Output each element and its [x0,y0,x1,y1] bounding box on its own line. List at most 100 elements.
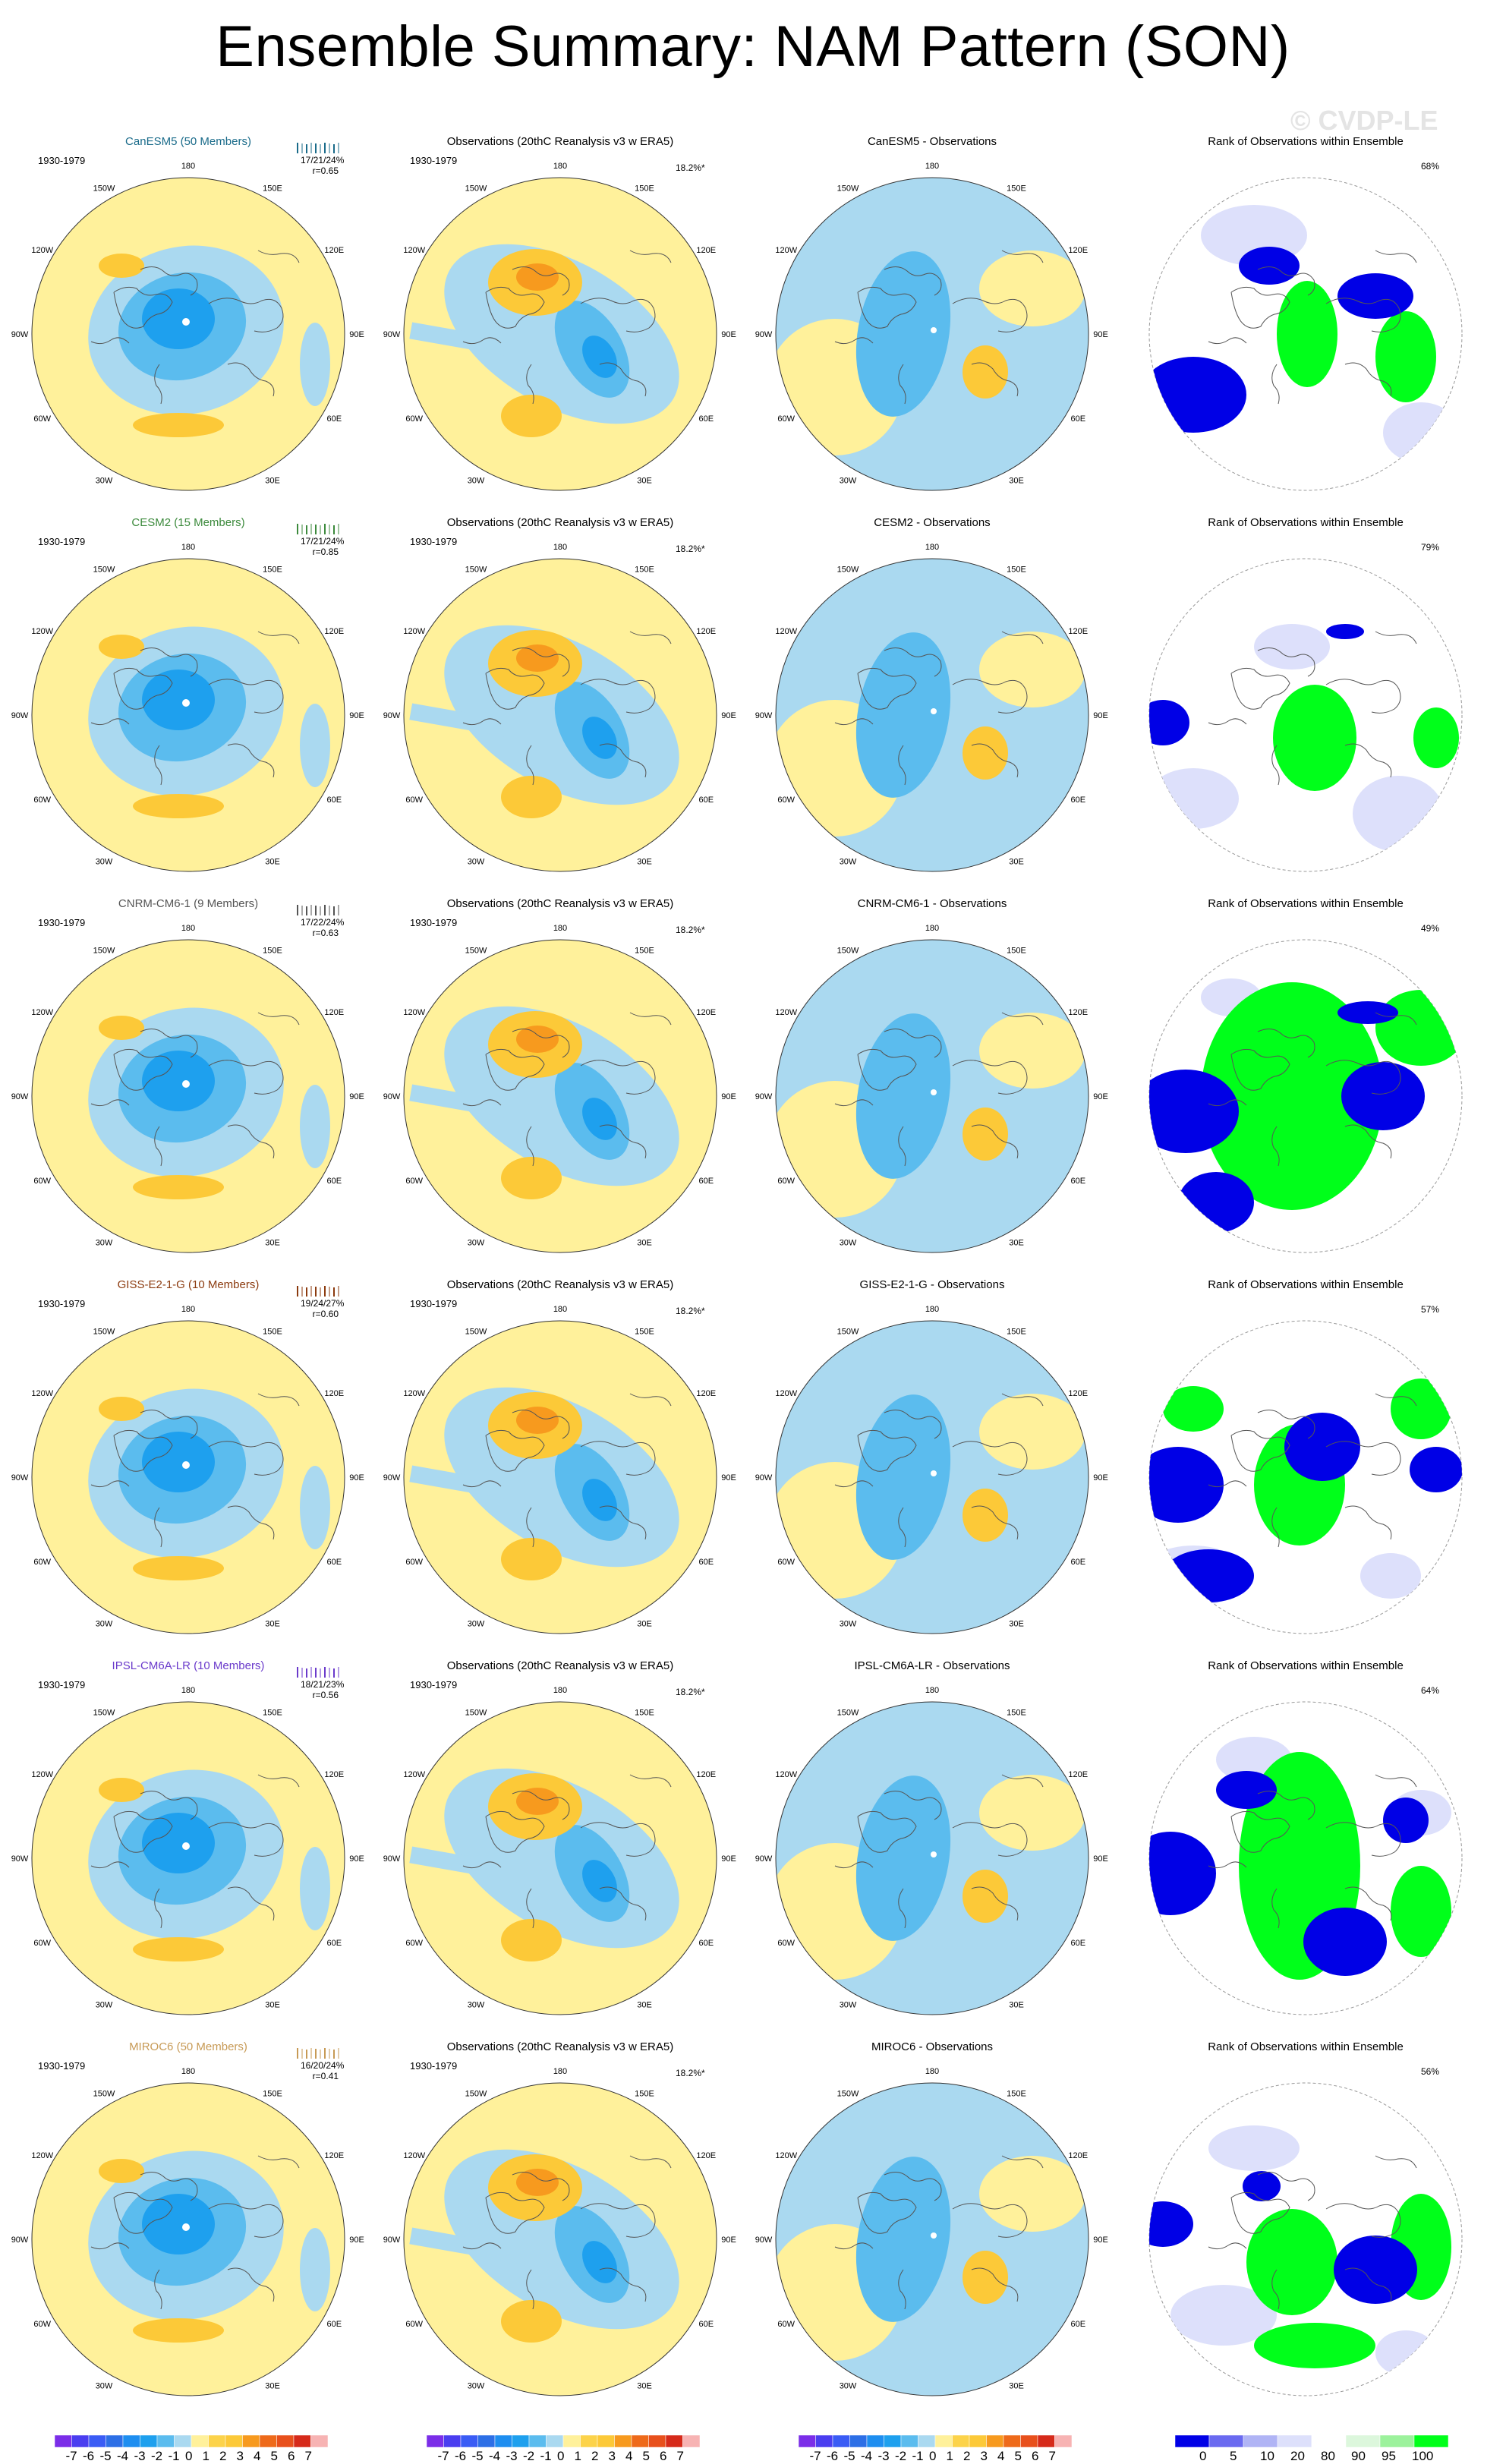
longitude-label: 150W [465,1328,487,1337]
longitude-label: 90W [755,711,773,720]
map-outline [775,558,1089,872]
colorbar-tick-label: 7 [1048,2449,1056,2463]
longitude-label: 90W [383,1854,401,1864]
colorbar-tick-label: 0 [557,2449,565,2463]
rank-high-region [1201,982,1383,1210]
difference-map: 180150E120E90E60E30E030W60W90W120W150W [755,924,1108,1253]
longitude-label: 90E [349,1473,364,1482]
longitude-label: 60W [777,796,795,805]
negative-anomaly-core [582,336,617,378]
observed-explained-variance: 18.2%* [676,162,705,173]
longitude-label: 120E [696,246,716,255]
rank-percentage: 68% [1421,161,1440,172]
longitude-label: 60E [698,2320,714,2329]
colorbar-tick-label: -3 [506,2449,518,2463]
longitude-label: 60E [326,796,342,805]
longitude-label: 150E [635,1709,654,1718]
colorbar-tick-label: -7 [65,2449,77,2463]
longitude-label: 30W [468,2381,485,2390]
longitude-label: 150E [263,1328,282,1337]
longitude-label: 30E [1009,857,1024,866]
colorbar-tick-label: 4 [625,2449,633,2463]
coastline [1208,1012,1417,1167]
rank-low-region [1326,624,1364,639]
longitude-label: 90E [349,2236,364,2245]
period-label: 1930-1979 [410,2060,458,2072]
longitude-label: 120E [324,627,344,636]
page-title: Ensemble Summary: NAM Pattern (SON) [216,14,1290,79]
observations-map: 180150E120E90E60E30E030W60W90W120W150W [383,1686,736,2015]
pattern-correlation: r=0.85 [312,547,339,557]
positive-anomaly-core [516,2169,559,2196]
colorbar-tick-label: -1 [540,2449,552,2463]
positive-anomaly-region [963,1870,1008,1923]
longitude-label: 150W [93,566,115,575]
negative-anomaly-core [142,1432,215,1492]
colorbar-tick-label: 6 [660,2449,667,2463]
longitude-label: 180 [553,162,567,171]
rank-low-region [1337,273,1413,319]
longitude-label: 90E [1093,1473,1108,1482]
rank-low-region [1149,700,1189,745]
positive-anomaly-region [963,1489,1008,1542]
positive-anomaly-region [99,1778,144,1802]
period-label: 1930-1979 [38,917,86,928]
pole-marker [931,708,937,714]
rank-high-region [1163,1386,1224,1432]
longitude-label: 120E [324,1770,344,1779]
longitude-label: 30W [468,1619,485,1628]
pole-marker [182,1080,190,1088]
observations-panel: 180150E120E90E60E30E030W60W90W120W150WOb… [372,1638,748,2018]
coastline [462,1012,672,1167]
longitude-label: 60W [777,1177,795,1186]
positive-anomaly-region [501,395,562,437]
colorbar-tick-label: 7 [304,2449,312,2463]
coastline [90,250,300,405]
period-label: 1930-1979 [410,1298,458,1309]
colorbar-tick-label: -2 [523,2449,535,2463]
colorbar-swatch [1277,2434,1312,2448]
longitude-label: 120W [775,2151,797,2160]
longitude-label: 30E [265,2000,280,2009]
coastline [834,631,1044,786]
longitude-label: 120W [775,246,797,255]
longitude-label: 60W [405,1939,423,1948]
colorbar-swatch [597,2434,615,2448]
longitude-label: 30W [96,1619,113,1628]
colorbar-swatch [815,2434,833,2448]
longitude-label: 90E [349,711,364,720]
colorbar-tick-label: 90 [1351,2449,1366,2463]
coastline [1208,2155,1417,2310]
difference-map: 180150E120E90E60E30E030W60W90W120W150W [755,543,1108,872]
colorbar-tick-label: 3 [980,2449,988,2463]
model-title: MIROC6 (50 Members) [129,2040,247,2053]
longitude-label: 90E [721,711,736,720]
model-map: 180150E120E90E60E30E030W60W90W120W150W [11,1305,364,1634]
map-outline [31,939,345,1253]
longitude-label: 150E [635,947,654,956]
rank-percentage: 79% [1421,542,1440,553]
model-ensemble-mean-panel: 180150E120E90E60E30E030W60W90W120W150WCE… [0,495,376,874]
longitude-label: 90W [755,330,773,339]
longitude-label: 120W [403,1389,425,1398]
colorbar-swatch [156,2434,175,2448]
rank-high-region [1277,281,1337,387]
hpa-colorbar-model [54,2434,329,2453]
longitude-label: 150E [635,184,654,194]
pole-marker [931,1851,937,1857]
longitude-label: 180 [925,1305,939,1314]
longitude-label: 150E [1007,184,1026,194]
rank-high-region [1375,311,1436,402]
longitude-label: 60W [777,1558,795,1567]
observed-explained-variance: 18.2%* [676,925,705,935]
longitude-label: 60E [1070,1939,1085,1948]
longitude-label: 30W [96,2000,113,2009]
colorbar-swatch [1243,2434,1278,2448]
map-outline [775,177,1089,491]
pattern-correlation: r=0.63 [312,928,339,938]
coastline [462,1774,672,1929]
map-outline [775,1701,1089,2015]
coastline [1208,1393,1417,1548]
difference-panel: 180150E120E90E60E30E030W60W90W120W150WCE… [744,495,1120,874]
rank-low-mid-region [1375,2330,1436,2376]
